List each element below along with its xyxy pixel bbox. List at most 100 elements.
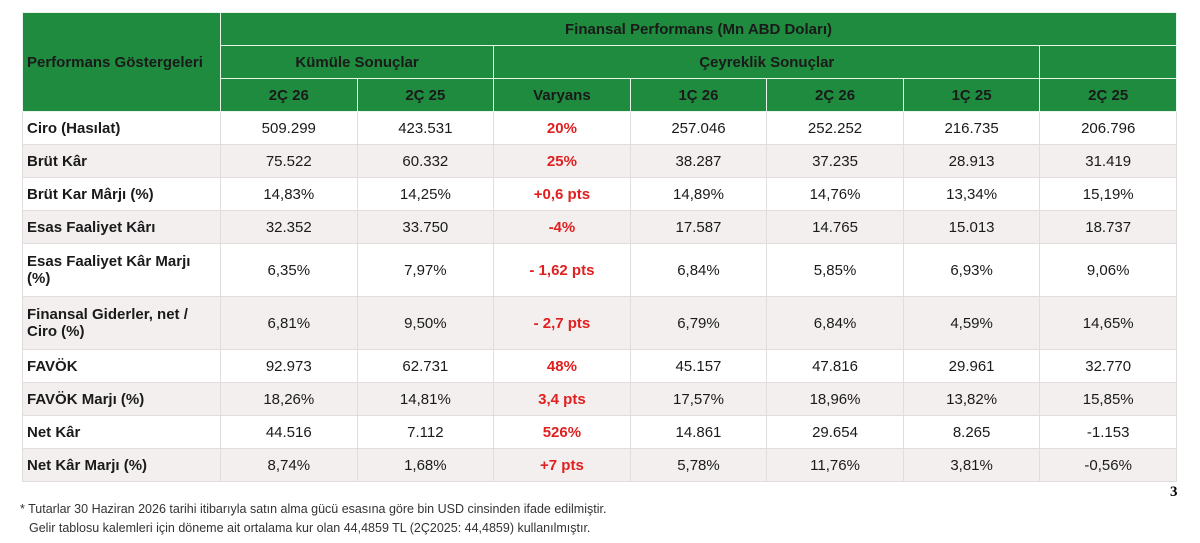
variance-cell: 25% (493, 144, 631, 178)
value-cell: 3,81% (902, 448, 1041, 482)
value-cell: 44.516 (220, 415, 358, 449)
table-row: Esas Faaliyet Kâr Marjı (%) 6,35% 7,97% - 1… (22, 243, 1177, 297)
value-cell: 7.112 (356, 415, 495, 449)
variance-cell: 48% (493, 349, 631, 383)
row-label: Finansal Giderler, net / Ciro (%) (22, 296, 221, 350)
value-cell: 14,25% (356, 177, 495, 211)
value-cell: 33.750 (356, 210, 495, 244)
variance-cell: +7 pts (493, 448, 631, 482)
value-cell: 6,79% (629, 296, 768, 350)
value-cell: -0,56% (1039, 448, 1177, 482)
value-cell: 5,85% (766, 243, 904, 297)
group-header: Kümüle Sonuçlar (219, 45, 495, 79)
value-cell: 13,34% (902, 177, 1041, 211)
value-cell: 6,84% (766, 296, 904, 350)
value-cell: 15,19% (1039, 177, 1177, 211)
value-cell: 8.265 (902, 415, 1041, 449)
table-row: Net Kâr 44.516 7.112 526% 14.861 29.654 8.265-… (22, 415, 1177, 449)
variance-cell: 20% (493, 111, 631, 145)
row-label: Ciro (Hasılat) (22, 111, 221, 145)
value-cell: 31.419 (1039, 144, 1177, 178)
variance-cell: +0,6 pts (493, 177, 631, 211)
value-cell: 423.531 (356, 111, 495, 145)
value-cell: 6,93% (902, 243, 1041, 297)
value-cell: -1.153 (1039, 415, 1177, 449)
value-cell: 18.737 (1039, 210, 1177, 244)
value-cell: 14.861 (629, 415, 768, 449)
value-cell: 6,84% (629, 243, 768, 297)
table-row: FAVÖK 92.973 62.731 48% 45.157 47.816 29.961 32… (22, 349, 1177, 383)
row-label: Esas Faaliyet Kârı (22, 210, 221, 244)
value-cell: 206.796 (1039, 111, 1177, 145)
value-cell: 75.522 (220, 144, 358, 178)
value-cell: 509.299 (220, 111, 358, 145)
variance-cell: - 2,7 pts (493, 296, 631, 350)
value-cell: 17,57% (629, 382, 768, 416)
value-cell: 45.157 (629, 349, 768, 383)
row-label: FAVÖK Marjı (%) (22, 382, 221, 416)
value-cell: 18,26% (220, 382, 358, 416)
value-cell: 60.332 (356, 144, 495, 178)
performance-table: Performans Göstergeleri Finansal Perform… (22, 12, 1177, 482)
table-row: Brüt Kar Mârjı (%) 14,83% 14,25% +0,6 pts 14… (22, 177, 1177, 211)
table-title: Finansal Performans (Mn ABD Doları) (220, 12, 1177, 46)
value-cell: 6,35% (220, 243, 358, 297)
footnote: * Tutarlar 30 Haziran 2026 tarihi itibar… (20, 502, 607, 516)
value-cell: 1,68% (356, 448, 495, 482)
corner-header: Performans Göstergeleri (22, 12, 221, 112)
column-header: 2Ç 26 (766, 78, 904, 112)
variance-cell: 3,4 pts (493, 382, 631, 416)
column-header: 1Ç 26 (629, 78, 768, 112)
value-cell: 28.913 (902, 144, 1041, 178)
variance-cell: 526% (493, 415, 631, 449)
table-row: Finansal Giderler, net / Ciro (%) 6,81% 9,… (22, 296, 1177, 350)
table-row: Ciro (Hasılat) 509.299 423.531 20% 257.046 25… (22, 111, 1177, 145)
value-cell: 18,96% (766, 382, 904, 416)
variance-cell: - 1,62 pts (493, 243, 631, 297)
value-cell: 11,76% (766, 448, 904, 482)
empty-header (1039, 45, 1177, 79)
value-cell: 14.765 (766, 210, 904, 244)
value-cell: 5,78% (629, 448, 768, 482)
value-cell: 29.961 (902, 349, 1041, 383)
value-cell: 14,65% (1039, 296, 1177, 350)
row-label: Net Kâr (22, 415, 221, 449)
column-header: Varyans (493, 78, 631, 112)
value-cell: 9,50% (356, 296, 495, 350)
group-header: Çeyreklik Sonuçlar (493, 45, 1041, 79)
value-cell: 62.731 (356, 349, 495, 383)
variance-cell: -4% (493, 210, 631, 244)
value-cell: 32.352 (220, 210, 358, 244)
value-cell: 13,82% (902, 382, 1041, 416)
value-cell: 38.287 (629, 144, 768, 178)
value-cell: 8,74% (220, 448, 358, 482)
value-cell: 216.735 (902, 111, 1041, 145)
value-cell: 14,83% (220, 177, 358, 211)
table-row: FAVÖK Marjı (%) 18,26% 14,81% 3,4 pts 17,57%… (22, 382, 1177, 416)
table-row: Brüt Kâr 75.522 60.332 25% 38.287 37.235 28.91… (22, 144, 1177, 178)
value-cell: 17.587 (629, 210, 768, 244)
column-header: 1Ç 25 (902, 78, 1041, 112)
row-label: Esas Faaliyet Kâr Marjı (%) (22, 243, 221, 297)
table-row: Net Kâr Marjı (%) 8,74% 1,68% +7 pts 5,78% 11… (22, 448, 1177, 482)
page-number: 3 (1170, 484, 1178, 500)
value-cell: 252.252 (766, 111, 904, 145)
footnote: Gelir tablosu kalemleri için döneme ait … (29, 521, 591, 535)
value-cell: 6,81% (220, 296, 358, 350)
value-cell: 32.770 (1039, 349, 1177, 383)
value-cell: 257.046 (629, 111, 768, 145)
column-header: 2Ç 25 (1039, 78, 1177, 112)
value-cell: 37.235 (766, 144, 904, 178)
value-cell: 4,59% (902, 296, 1041, 350)
value-cell: 92.973 (220, 349, 358, 383)
column-header: 2Ç 26 (220, 78, 358, 112)
value-cell: 9,06% (1039, 243, 1177, 297)
value-cell: 15.013 (902, 210, 1041, 244)
row-label: FAVÖK (22, 349, 221, 383)
row-label: Brüt Kâr (22, 144, 221, 178)
value-cell: 14,81% (356, 382, 495, 416)
value-cell: 14,89% (629, 177, 768, 211)
table-row: Esas Faaliyet Kârı 32.352 33.750 -4% 17.587 1… (22, 210, 1177, 244)
value-cell: 7,97% (356, 243, 495, 297)
